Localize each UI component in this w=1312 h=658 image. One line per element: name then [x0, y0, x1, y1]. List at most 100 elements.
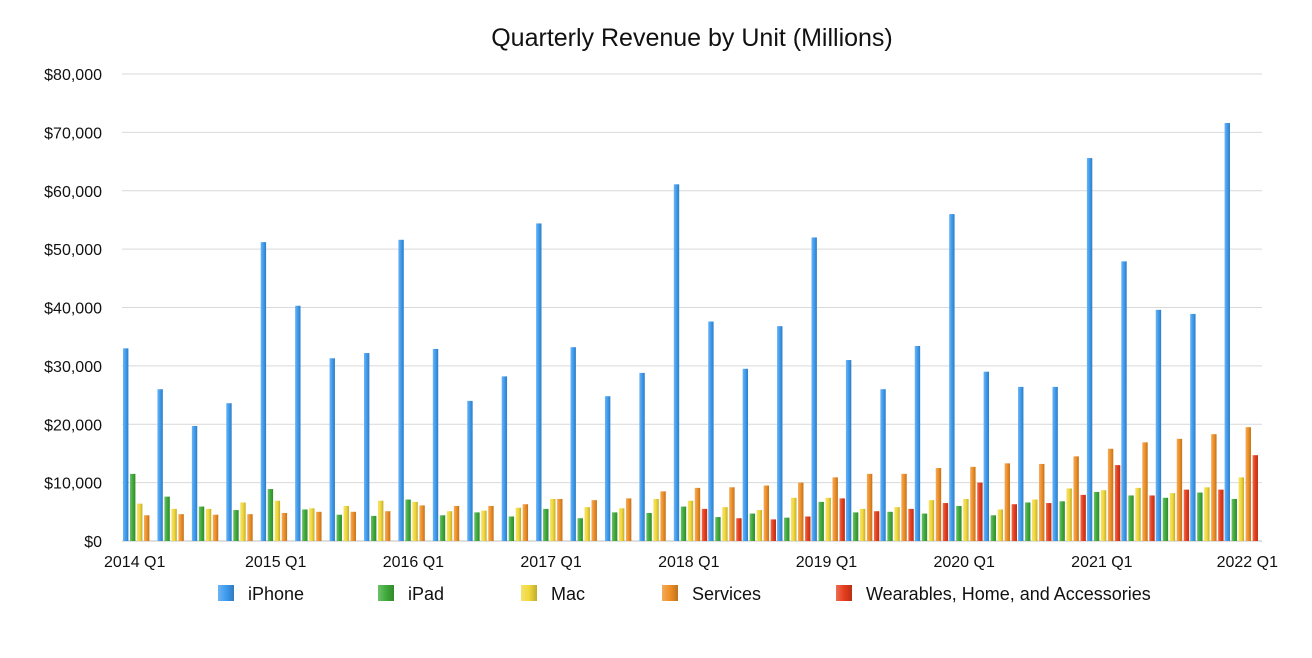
bar-mac [653, 498, 659, 541]
bar-wearables-home-and-accessories [1149, 495, 1155, 541]
y-tick-label: $20,000 [44, 417, 102, 434]
bar-wearables-home-and-accessories [736, 518, 742, 541]
bar-mac [515, 507, 522, 541]
bar-wearables-home-and-accessories [1114, 465, 1121, 541]
x-tick-label: 2016 Q1 [383, 554, 444, 571]
bar-ipad [370, 515, 377, 541]
bar-iphone [570, 347, 576, 541]
bar-ipad [784, 517, 790, 541]
bar-ipad [336, 514, 342, 541]
x-tick-label: 2015 Q1 [245, 554, 306, 571]
bar-iphone [845, 360, 852, 541]
bar-iphone [363, 353, 370, 541]
legend-swatch [662, 585, 678, 601]
bar-mac [1169, 493, 1176, 541]
bar-mac [137, 503, 143, 541]
bar-services [247, 514, 253, 541]
bar-ipad [233, 510, 239, 541]
bar-ipad [921, 513, 928, 541]
bar-ipad [715, 517, 721, 541]
bar-iphone [673, 184, 680, 542]
bar-services [901, 473, 907, 541]
bar-iphone [467, 400, 473, 541]
bar-iphone [536, 223, 542, 541]
bar-mac [1032, 499, 1038, 541]
bar-services [212, 514, 219, 541]
bar-ipad [818, 501, 824, 541]
legend-swatch [836, 585, 852, 601]
bar-iphone [914, 346, 921, 541]
bar-iphone [329, 358, 335, 541]
bar-wearables-home-and-accessories [805, 516, 811, 541]
bar-iphone [708, 321, 714, 541]
bar-mac [343, 505, 349, 541]
x-tick-label: 2022 Q1 [1217, 554, 1278, 571]
bar-mac [584, 507, 590, 541]
bar-ipad [577, 518, 583, 541]
bar-mac [687, 500, 694, 541]
bar-ipad [474, 512, 480, 541]
bar-wearables-home-and-accessories [701, 508, 708, 541]
bar-ipad [956, 505, 962, 541]
x-tick-label: 2019 Q1 [796, 554, 857, 571]
bar-services [694, 487, 701, 541]
bar-iphone [1190, 313, 1196, 541]
y-tick-label: $40,000 [44, 301, 102, 318]
bar-services [384, 511, 391, 541]
legend-swatch [218, 585, 234, 601]
bar-mac [618, 508, 625, 541]
bar-services [970, 466, 976, 541]
bar-services [1142, 442, 1148, 541]
bar-services [419, 505, 425, 541]
bar-services [557, 498, 563, 541]
bar-mac [928, 500, 935, 541]
bar-ipad [130, 473, 136, 541]
bar-iphone [123, 348, 129, 541]
bar-ipad [198, 506, 205, 541]
bar-iphone [777, 326, 783, 541]
bar-mac [412, 501, 418, 541]
bar-ipad [887, 511, 893, 541]
bar-wearables-home-and-accessories [1080, 494, 1086, 541]
bar-ipad [302, 509, 308, 541]
bar-mac [550, 498, 556, 541]
legend-label: iPhone [248, 584, 304, 604]
bar-services [591, 500, 597, 541]
bar-mac [1238, 477, 1244, 541]
bar-services [316, 511, 322, 541]
bar-ipad [1128, 495, 1134, 541]
bar-mac [481, 510, 487, 541]
bar-mac [997, 509, 1004, 541]
bar-services [798, 482, 804, 541]
bar-wearables-home-and-accessories [908, 508, 914, 541]
bar-wearables-home-and-accessories [977, 482, 983, 541]
bar-services [453, 505, 460, 541]
bar-mac [171, 508, 177, 541]
bar-iphone [501, 376, 508, 541]
bar-mac [274, 500, 281, 541]
bar-mac [791, 497, 797, 541]
bar-iphone [1224, 123, 1230, 541]
y-tick-label: $0 [84, 534, 102, 551]
bar-iphone [983, 371, 990, 541]
bar-services [1211, 434, 1217, 541]
bar-iphone [604, 396, 611, 541]
y-tick-label: $70,000 [44, 125, 102, 142]
bar-ipad [1231, 498, 1237, 541]
bar-mac [756, 510, 763, 541]
bar-mac [240, 502, 246, 541]
bar-iphone [226, 403, 232, 541]
bar-services [281, 512, 288, 541]
bar-services [832, 477, 838, 541]
bar-services [729, 487, 735, 541]
bar-services [178, 514, 184, 541]
y-axis-tick-labels: $0 $10,000 $20,000 $30,000 $40,000 $50,000 $60… [44, 67, 102, 551]
y-tick-label: $50,000 [44, 242, 102, 259]
bar-mac [963, 498, 969, 541]
bar-iphone [639, 372, 645, 541]
bar-wearables-home-and-accessories [873, 511, 880, 541]
x-axis-tick-labels: 2014 Q1 2015 Q1 2016 Q1 2017 Q1 2018 Q1 2019 … [104, 554, 1278, 571]
gridlines [122, 73, 1262, 542]
bar-iphone [295, 305, 301, 541]
